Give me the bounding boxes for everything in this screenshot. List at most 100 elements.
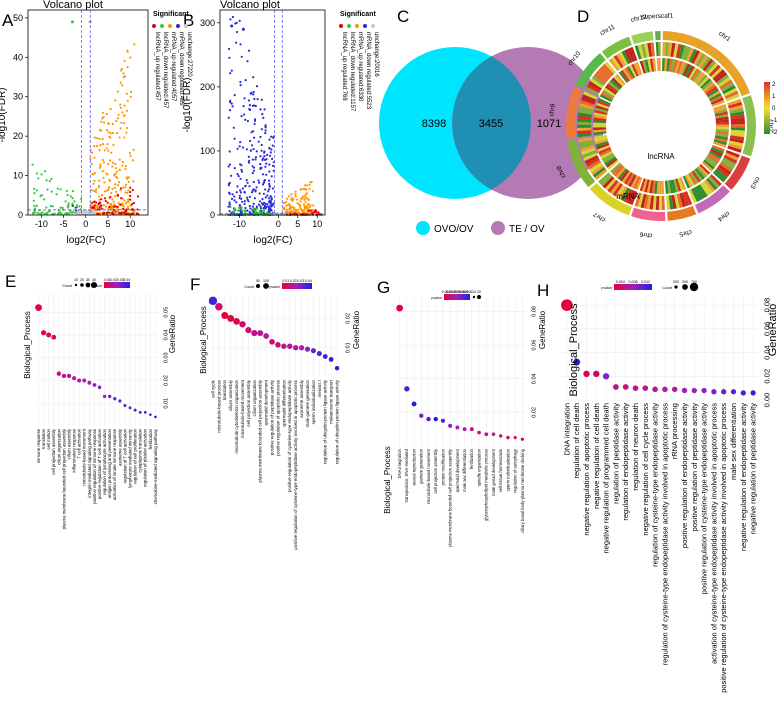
volcano-point bbox=[313, 209, 316, 212]
heatmap-cell-mrna bbox=[617, 168, 628, 180]
pvalue-legend-title: pvalue bbox=[431, 296, 442, 300]
go-term-point bbox=[82, 378, 87, 383]
heatmap-cell-mrna bbox=[633, 176, 641, 190]
volcano-point bbox=[300, 208, 303, 211]
heatmap-cell-lncrna bbox=[578, 106, 593, 113]
volcano-point bbox=[304, 193, 307, 196]
heatmap-cell-lncrna bbox=[597, 68, 611, 80]
volcano-point bbox=[282, 211, 285, 215]
volcano-point bbox=[132, 148, 135, 151]
heatmap-cell-mrna bbox=[639, 178, 646, 192]
heatmap-cell-lncrna bbox=[626, 48, 635, 63]
heatmap-cell-mrna bbox=[666, 58, 671, 72]
heatmap-cell-lncrna bbox=[727, 98, 742, 106]
volcano-point bbox=[53, 212, 56, 215]
heatmap-cell-mrna bbox=[626, 173, 635, 186]
heatmap-cell-mrna bbox=[639, 60, 646, 74]
heatmap-cell-lncrna bbox=[581, 97, 596, 105]
heatmap-cell-lncrna bbox=[620, 187, 630, 202]
heatmap-cell-lncrna bbox=[708, 176, 720, 189]
volcano-a-legend: Significant lncRNA_up regulated:457 lncRN… bbox=[152, 11, 192, 109]
go-term-point bbox=[426, 416, 431, 422]
volcano-point bbox=[92, 182, 95, 185]
heatmap-cell-mrna bbox=[593, 122, 607, 126]
volcano-point bbox=[241, 187, 244, 190]
volcano-point bbox=[35, 204, 38, 208]
heatmap-cell-lncrna bbox=[604, 178, 617, 191]
volcano-point bbox=[100, 120, 103, 123]
volcano-point bbox=[118, 158, 121, 161]
volcano-point bbox=[264, 129, 267, 132]
go-term-point bbox=[257, 330, 264, 337]
heatmap-cell-mrna bbox=[658, 58, 661, 72]
volcano-point bbox=[109, 107, 112, 111]
volcano-point bbox=[262, 192, 265, 195]
heatmap-cell-mrna bbox=[664, 58, 668, 72]
size-legend-title: Count bbox=[62, 284, 72, 288]
legend-swatch bbox=[363, 24, 367, 28]
volcano-point bbox=[121, 160, 125, 164]
volcano-b-ylabel: -log10(FDR) bbox=[182, 77, 193, 132]
heatmap-cell-lncrna bbox=[688, 189, 697, 204]
heatmap-cell-mrna bbox=[698, 76, 710, 88]
go-term-point bbox=[46, 332, 52, 338]
size-legend-dot bbox=[689, 282, 699, 292]
volcano-point bbox=[98, 137, 101, 140]
volcano-point bbox=[71, 211, 74, 215]
volcano-point bbox=[239, 177, 242, 180]
volcano-point bbox=[89, 158, 92, 161]
volcano-point bbox=[119, 211, 122, 215]
chromosome-band bbox=[742, 95, 756, 157]
heatmap-cell-lncrna bbox=[679, 192, 687, 208]
go-term-point bbox=[662, 386, 668, 393]
heatmap-cell-mrna bbox=[706, 154, 720, 164]
volcano-point bbox=[111, 132, 115, 135]
volcano-point bbox=[306, 205, 309, 208]
go-term-label: sperm individualization bbox=[505, 448, 510, 491]
volcano-point bbox=[268, 179, 271, 182]
volcano-point bbox=[73, 200, 76, 203]
volcano-point bbox=[108, 135, 111, 138]
heatmap-cell-lncrna bbox=[644, 43, 650, 58]
volcano-point bbox=[117, 113, 120, 116]
go-term-point bbox=[513, 435, 517, 440]
volcano-point bbox=[252, 76, 255, 79]
volcano-point bbox=[102, 161, 105, 164]
volcano-point bbox=[268, 138, 271, 141]
volcano-point bbox=[270, 175, 273, 178]
go-term-point bbox=[87, 380, 92, 385]
heatmap-cell-mrna bbox=[715, 114, 729, 119]
heatmap-cell-mrna bbox=[715, 124, 729, 128]
pvalue-legend-label: 0.002 bbox=[446, 290, 455, 294]
volcano-point bbox=[312, 204, 315, 207]
pvalue-legend-label: 0.006 bbox=[463, 290, 472, 294]
y-tick-label: 0.06 bbox=[532, 340, 538, 351]
legend-label: lncRNA_up regulated:457 bbox=[154, 32, 160, 101]
volcano-point bbox=[266, 211, 269, 214]
volcano-point bbox=[35, 172, 38, 175]
heatmap-cell-mrna bbox=[593, 125, 607, 128]
volcano-point bbox=[269, 208, 273, 211]
go-term-label: positive regulation of cysteine-type end… bbox=[719, 403, 728, 693]
volcano-point bbox=[112, 161, 115, 164]
volcano-point bbox=[261, 183, 265, 186]
volcano-point bbox=[121, 111, 124, 114]
go-term-label: male gamete generation bbox=[305, 379, 310, 427]
heatmap-cell-mrna bbox=[662, 58, 665, 72]
go-term-label: protein modification bbox=[440, 448, 445, 485]
volcano-point bbox=[228, 47, 231, 51]
heatmap-cell-mrna bbox=[715, 133, 729, 138]
volcano-point bbox=[64, 200, 67, 203]
venn-legend-swatch-te-ov bbox=[491, 221, 505, 235]
heatmap-cell-mrna bbox=[615, 166, 626, 179]
heatmap-cell-mrna bbox=[593, 127, 607, 131]
volcano-point bbox=[253, 122, 256, 125]
heatmap-cell-mrna bbox=[715, 116, 729, 121]
volcano-point bbox=[264, 165, 267, 168]
heatmap-cell-mrna bbox=[678, 61, 686, 75]
volcano-point bbox=[264, 196, 267, 199]
size-legend-dot bbox=[477, 295, 481, 299]
heatmap-cell-mrna bbox=[699, 163, 711, 175]
go-term-label: plasma membrane bounded cell projection … bbox=[258, 379, 263, 482]
heatmap-cell-mrna bbox=[713, 103, 727, 111]
